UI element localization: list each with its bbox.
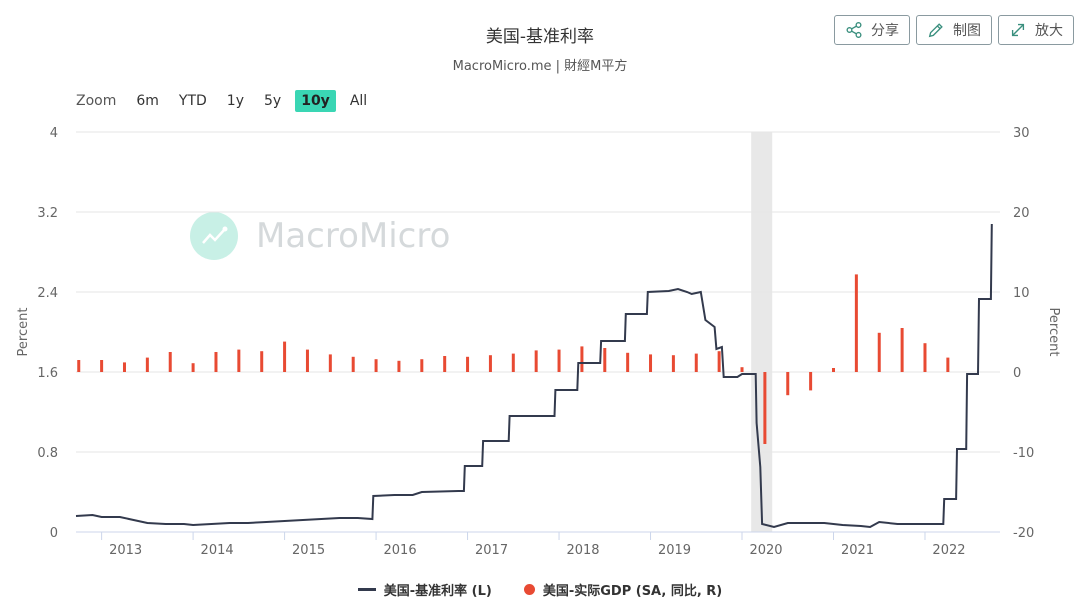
watermark-text: MacroMicro <box>256 216 451 256</box>
gdp-bar <box>694 353 698 372</box>
zoom-all-button[interactable]: All <box>349 93 368 109</box>
x-tick-label: 2018 <box>566 543 599 558</box>
x-tick-label: 2019 <box>658 543 691 558</box>
right-axis-title: Percent <box>1046 308 1061 357</box>
gdp-bar <box>877 332 881 372</box>
x-tick-label: 2022 <box>932 543 965 558</box>
gdp-bar <box>900 328 904 372</box>
legend-label-rate: 美国-基准利率 (L) <box>383 584 492 599</box>
gdp-bar <box>946 357 950 372</box>
zoom-selector: Zoom 6m YTD 1y 5y 10y All <box>76 90 381 112</box>
share-label: 分享 <box>871 23 899 39</box>
zoom-6m-button[interactable]: 6m <box>136 93 159 109</box>
legend-dot-marker <box>523 584 535 595</box>
gdp-bar <box>443 356 447 372</box>
gdp-bar <box>374 359 378 372</box>
pencil-icon <box>928 23 943 38</box>
x-tick-label: 2016 <box>384 543 417 558</box>
gdp-bar <box>649 354 653 372</box>
enlarge-button[interactable]: 放大 <box>998 15 1074 45</box>
gdp-bar <box>671 355 675 372</box>
left-tick-label: 3.2 <box>37 206 58 221</box>
left-tick-label: 2.4 <box>37 286 58 301</box>
gdp-bar <box>854 274 858 372</box>
right-tick-label: -10 <box>1013 446 1034 461</box>
gdp-bar <box>831 368 835 372</box>
right-tick-label: 30 <box>1013 126 1030 141</box>
legend-item-gdp[interactable]: 美国-实际GDP (SA, 同比, R) <box>523 580 723 599</box>
x-tick-label: 2017 <box>475 543 508 558</box>
x-tick-label: 2014 <box>201 543 234 558</box>
gdp-bar <box>397 360 401 372</box>
gdp-bar <box>717 351 721 372</box>
gdp-bar <box>626 352 630 372</box>
make-chart-button[interactable]: 制图 <box>916 15 992 45</box>
gdp-bar <box>511 353 515 372</box>
share-icon <box>846 22 862 38</box>
gdp-bar <box>168 352 172 372</box>
gdp-bar <box>534 350 538 372</box>
zoom-5y-button[interactable]: 5y <box>264 93 282 109</box>
recession-band <box>751 132 773 532</box>
gdp-bar <box>351 356 355 372</box>
gdp-bar <box>100 360 104 372</box>
gdp-bar <box>466 356 470 372</box>
gdp-bar <box>328 354 332 372</box>
gdp-bar <box>740 367 744 372</box>
left-tick-label: 0.8 <box>37 446 58 461</box>
x-tick-label: 2020 <box>749 543 782 558</box>
zoom-label: Zoom <box>76 93 117 109</box>
zoom-ytd-button[interactable]: YTD <box>178 93 207 109</box>
legend-item-rate[interactable]: 美国-基准利率 (L) <box>357 580 492 599</box>
right-tick-label: -20 <box>1013 526 1034 541</box>
x-tick-label: 2015 <box>292 543 325 558</box>
gdp-bar <box>191 363 195 372</box>
gdp-bar <box>77 360 81 372</box>
gdp-bar <box>809 372 813 391</box>
gdp-bar <box>214 352 218 372</box>
chart-subtitle: MacroMicro.me | 財經M平方 <box>452 59 628 74</box>
x-tick-label: 2013 <box>109 543 142 558</box>
expand-icon <box>1011 23 1025 37</box>
gdp-bar <box>580 346 584 372</box>
gdp-bar <box>557 349 561 372</box>
gdp-bar <box>122 362 126 372</box>
left-tick-label: 0 <box>50 526 58 541</box>
gdp-bar <box>305 349 309 372</box>
toolbar: 分享 制图 放大 <box>834 15 1074 45</box>
make-chart-label: 制图 <box>953 23 981 39</box>
watermark-logo-icon <box>190 212 238 260</box>
rate-line <box>75 223 993 529</box>
right-tick-label: 0 <box>1013 366 1021 381</box>
legend-label-gdp: 美国-实际GDP (SA, 同比, R) <box>542 584 723 599</box>
x-tick-label: 2021 <box>841 543 874 558</box>
gdp-bar <box>763 372 767 444</box>
gdp-bar <box>260 351 264 372</box>
left-tick-label: 1.6 <box>37 366 58 381</box>
left-axis-title: Percent <box>16 308 31 357</box>
right-tick-label: 10 <box>1013 286 1030 301</box>
watermark: MacroMicro <box>190 212 450 260</box>
gdp-bar <box>488 355 492 372</box>
gdp-bar <box>603 348 607 372</box>
gdp-bar <box>420 359 424 372</box>
gdp-bar <box>923 343 927 372</box>
chart-title: 美国-基准利率 <box>485 27 595 47</box>
left-tick-label: 4 <box>50 126 58 141</box>
legend: 美国-基准利率 (L) 美国-实际GDP (SA, 同比, R) <box>0 580 1080 599</box>
gdp-bar <box>786 372 790 396</box>
right-tick-label: 20 <box>1013 206 1030 221</box>
share-button[interactable]: 分享 <box>834 15 910 45</box>
zoom-10y-button[interactable]: 10y <box>295 90 336 112</box>
gdp-bar <box>145 357 149 372</box>
legend-line-marker <box>357 588 376 591</box>
gdp-bar <box>283 341 287 372</box>
zoom-1y-button[interactable]: 1y <box>226 93 244 109</box>
gdp-bar <box>237 349 241 372</box>
enlarge-label: 放大 <box>1035 23 1063 39</box>
